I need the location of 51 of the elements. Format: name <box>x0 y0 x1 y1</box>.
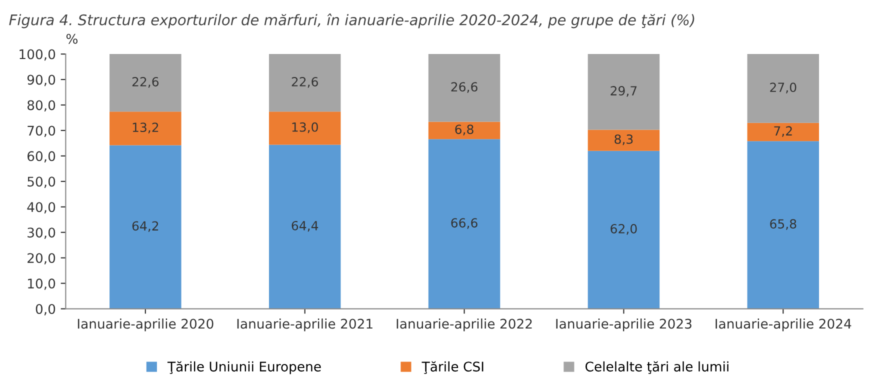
y-tick-label: 50,0 <box>28 176 56 188</box>
bar <box>268 54 341 112</box>
legend-label: Celelalte ţări ale lumii <box>586 361 728 374</box>
x-tick-label: Ianuarie-aprilie 2023 <box>556 318 692 332</box>
y-tick-label: 100,0 <box>20 49 56 61</box>
y-tick-label: 30,0 <box>28 228 56 239</box>
data-label: 13,0 <box>292 122 318 134</box>
bar <box>588 130 660 151</box>
x-tick-label: Ianuarie-aprilie 2022 <box>396 318 532 332</box>
bar <box>268 112 341 145</box>
bar <box>428 122 500 140</box>
bar <box>588 150 660 309</box>
data-label: 22,6 <box>292 77 318 88</box>
data-label: 7,2 <box>774 126 792 137</box>
y-tick-label: 40,0 <box>27 202 56 214</box>
bar <box>110 54 182 112</box>
data-label: 6,8 <box>455 124 474 136</box>
data-label: 65,8 <box>770 219 796 230</box>
data-label: 22,6 <box>132 77 159 88</box>
y-tick-label: 60,0 <box>28 151 56 162</box>
chart-title: Figura 4. Structura exporturilor de mărfuri, în ianuarie-aprilie 2020-2024, pe grupe de ţări (%) <box>9 14 694 28</box>
data-label: 13,2 <box>132 122 158 134</box>
data-label: 66,6 <box>451 218 478 229</box>
x-tick-label: Ianuarie-aprilie 2024 <box>716 318 852 332</box>
bar <box>747 141 820 309</box>
bar <box>588 54 660 130</box>
bar <box>428 54 500 122</box>
data-label: 27,0 <box>770 82 796 94</box>
bar <box>747 122 820 142</box>
y-tick-label: 90,0 <box>27 74 56 86</box>
y-axis-title: % <box>66 34 78 44</box>
bar <box>428 139 500 309</box>
x-tick-label: Ianuarie-aprilie 2021 <box>237 318 372 332</box>
data-label: 29,7 <box>610 86 637 97</box>
y-tick-label: 70,0 <box>28 126 56 138</box>
bar <box>268 144 341 309</box>
legend-label: Ţările Uniunii Europene <box>167 361 321 374</box>
data-label: 26,6 <box>451 82 478 93</box>
data-label: 64,2 <box>132 221 158 232</box>
y-tick-label: 10,0 <box>28 278 56 290</box>
bar <box>747 54 820 123</box>
y-tick-label: 20,0 <box>28 253 56 264</box>
bar <box>110 112 182 146</box>
data-label: 8,3 <box>614 134 633 146</box>
bar <box>110 145 182 309</box>
x-tick-label: Ianuarie-aprilie 2020 <box>78 318 214 332</box>
y-tick-label: 0,0 <box>36 304 56 316</box>
y-tick-label: 80,0 <box>27 100 56 112</box>
legend-label: Ţările CSI <box>422 361 484 374</box>
data-label: 64,4 <box>292 220 318 232</box>
data-label: 62,0 <box>610 224 637 235</box>
